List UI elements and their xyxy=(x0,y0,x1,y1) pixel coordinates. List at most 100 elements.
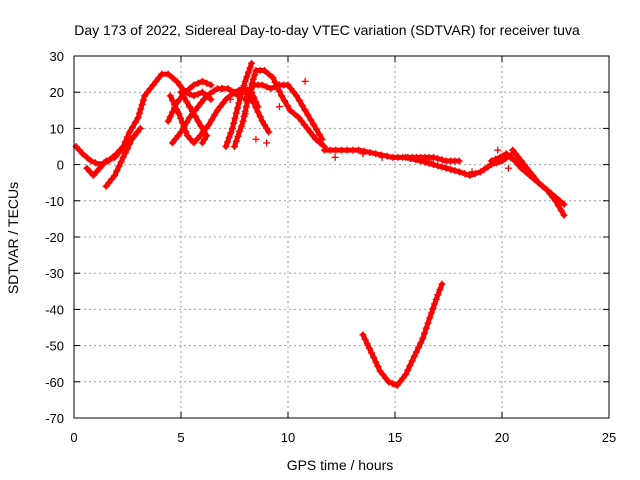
data-point xyxy=(89,171,97,179)
data-point xyxy=(310,121,318,129)
data-point xyxy=(131,118,139,126)
data-point xyxy=(406,362,414,370)
data-series xyxy=(72,59,568,389)
series-track xyxy=(360,281,445,388)
data-point xyxy=(295,97,303,105)
data-point xyxy=(316,139,324,147)
data-point xyxy=(284,81,292,89)
data-point xyxy=(378,153,386,161)
data-point xyxy=(241,85,249,93)
data-point xyxy=(190,92,198,100)
data-point xyxy=(455,168,463,176)
data-point xyxy=(547,190,555,198)
data-point xyxy=(231,143,238,150)
data-point xyxy=(244,68,252,76)
data-point xyxy=(114,150,122,158)
series-arc-m xyxy=(402,150,517,179)
data-point xyxy=(190,81,198,89)
data-point xyxy=(496,153,504,161)
data-point xyxy=(137,105,145,113)
data-point xyxy=(102,182,110,190)
data-point xyxy=(99,161,107,169)
data-point xyxy=(286,106,294,114)
data-point xyxy=(427,309,435,317)
data-point xyxy=(124,133,131,141)
data-point xyxy=(355,146,363,154)
data-point xyxy=(252,135,260,143)
series-arc-g xyxy=(177,88,211,147)
data-point xyxy=(303,124,311,132)
x-tick-label: 5 xyxy=(177,430,184,445)
y-tick-label: 10 xyxy=(50,121,64,136)
data-point xyxy=(183,98,191,106)
data-point xyxy=(186,114,194,122)
series-arc-o xyxy=(509,146,568,208)
data-point xyxy=(164,117,172,125)
data-point xyxy=(520,161,528,169)
data-point xyxy=(166,92,174,100)
data-point xyxy=(442,164,450,172)
data-point xyxy=(312,135,320,143)
data-point xyxy=(374,362,382,370)
data-point xyxy=(121,138,129,146)
data-point xyxy=(247,94,255,102)
data-point xyxy=(287,85,295,93)
data-point xyxy=(382,374,390,382)
y-tick-label: -50 xyxy=(45,339,64,354)
data-point xyxy=(389,380,397,388)
data-point xyxy=(407,155,415,163)
data-point xyxy=(126,128,134,136)
y-tick-label: -40 xyxy=(45,302,64,317)
data-point xyxy=(183,132,191,140)
data-point xyxy=(383,152,391,160)
data-point xyxy=(237,122,245,130)
data-point xyxy=(421,158,429,166)
data-point xyxy=(201,135,209,143)
data-point xyxy=(451,167,459,175)
data-point xyxy=(419,334,427,342)
data-point xyxy=(197,122,205,130)
data-point xyxy=(301,106,309,114)
data-point xyxy=(430,153,438,161)
data-point xyxy=(206,89,214,97)
x-tick-label: 15 xyxy=(388,430,402,445)
chart-title: Day 173 of 2022, Sidereal Day-to-day VTE… xyxy=(74,22,580,38)
data-point xyxy=(105,179,113,187)
data-point xyxy=(117,146,125,154)
data-point xyxy=(139,96,147,104)
data-point xyxy=(432,295,440,303)
data-point xyxy=(83,164,91,172)
data-point xyxy=(408,357,416,365)
data-point xyxy=(203,92,211,100)
data-point xyxy=(410,352,418,360)
data-point xyxy=(121,149,129,157)
data-point xyxy=(203,79,211,87)
data-point xyxy=(263,124,271,132)
data-point xyxy=(425,157,433,165)
data-point xyxy=(213,106,221,114)
data-point xyxy=(365,344,373,352)
data-point xyxy=(200,127,208,135)
data-point xyxy=(158,70,166,78)
series-arc-j xyxy=(222,59,256,150)
data-point xyxy=(543,186,551,194)
data-point xyxy=(176,95,184,103)
data-point xyxy=(111,171,119,179)
data-point xyxy=(417,339,425,347)
data-point xyxy=(173,105,181,113)
data-point xyxy=(504,164,512,172)
data-point xyxy=(196,132,204,140)
data-point xyxy=(404,366,412,374)
data-point xyxy=(513,153,521,161)
data-point xyxy=(275,103,283,111)
data-point xyxy=(243,73,251,81)
data-point xyxy=(366,149,374,157)
data-point xyxy=(526,168,534,176)
data-point xyxy=(176,81,184,89)
data-point xyxy=(517,157,525,165)
data-point xyxy=(134,114,142,122)
data-point xyxy=(228,124,236,132)
series-arc-i xyxy=(241,81,326,143)
data-point xyxy=(447,165,455,173)
data-point xyxy=(222,143,230,150)
